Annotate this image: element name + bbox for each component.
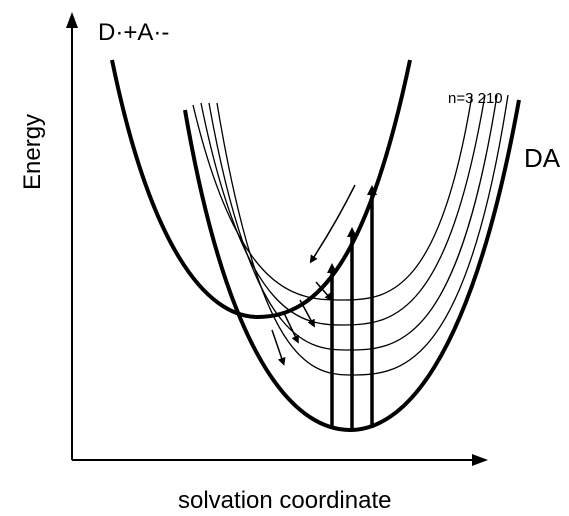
vib-curve-n3 xyxy=(192,94,473,301)
da-parabola xyxy=(183,99,521,433)
x-axis-label: solvation coordinate xyxy=(178,487,391,514)
transfer-arrow-1 xyxy=(315,281,333,302)
y-axis-label: Energy xyxy=(19,114,46,190)
vib-curve-n1 xyxy=(208,94,498,351)
transfer-arrow-4 xyxy=(271,329,286,366)
transfer-arrow-3 xyxy=(283,312,299,344)
ground-state-label: DA xyxy=(524,143,561,173)
product-parabola xyxy=(110,59,412,320)
transfer-arrow-2 xyxy=(299,299,315,328)
product-state-label: D·+A·- xyxy=(98,19,169,46)
relaxation-arrow xyxy=(309,184,356,264)
x-axis-arrowhead xyxy=(472,454,488,466)
y-axis-arrowhead xyxy=(66,12,78,28)
vib-levels-label: n=3 210 xyxy=(448,90,503,107)
vib-curve-n0 xyxy=(216,94,509,376)
